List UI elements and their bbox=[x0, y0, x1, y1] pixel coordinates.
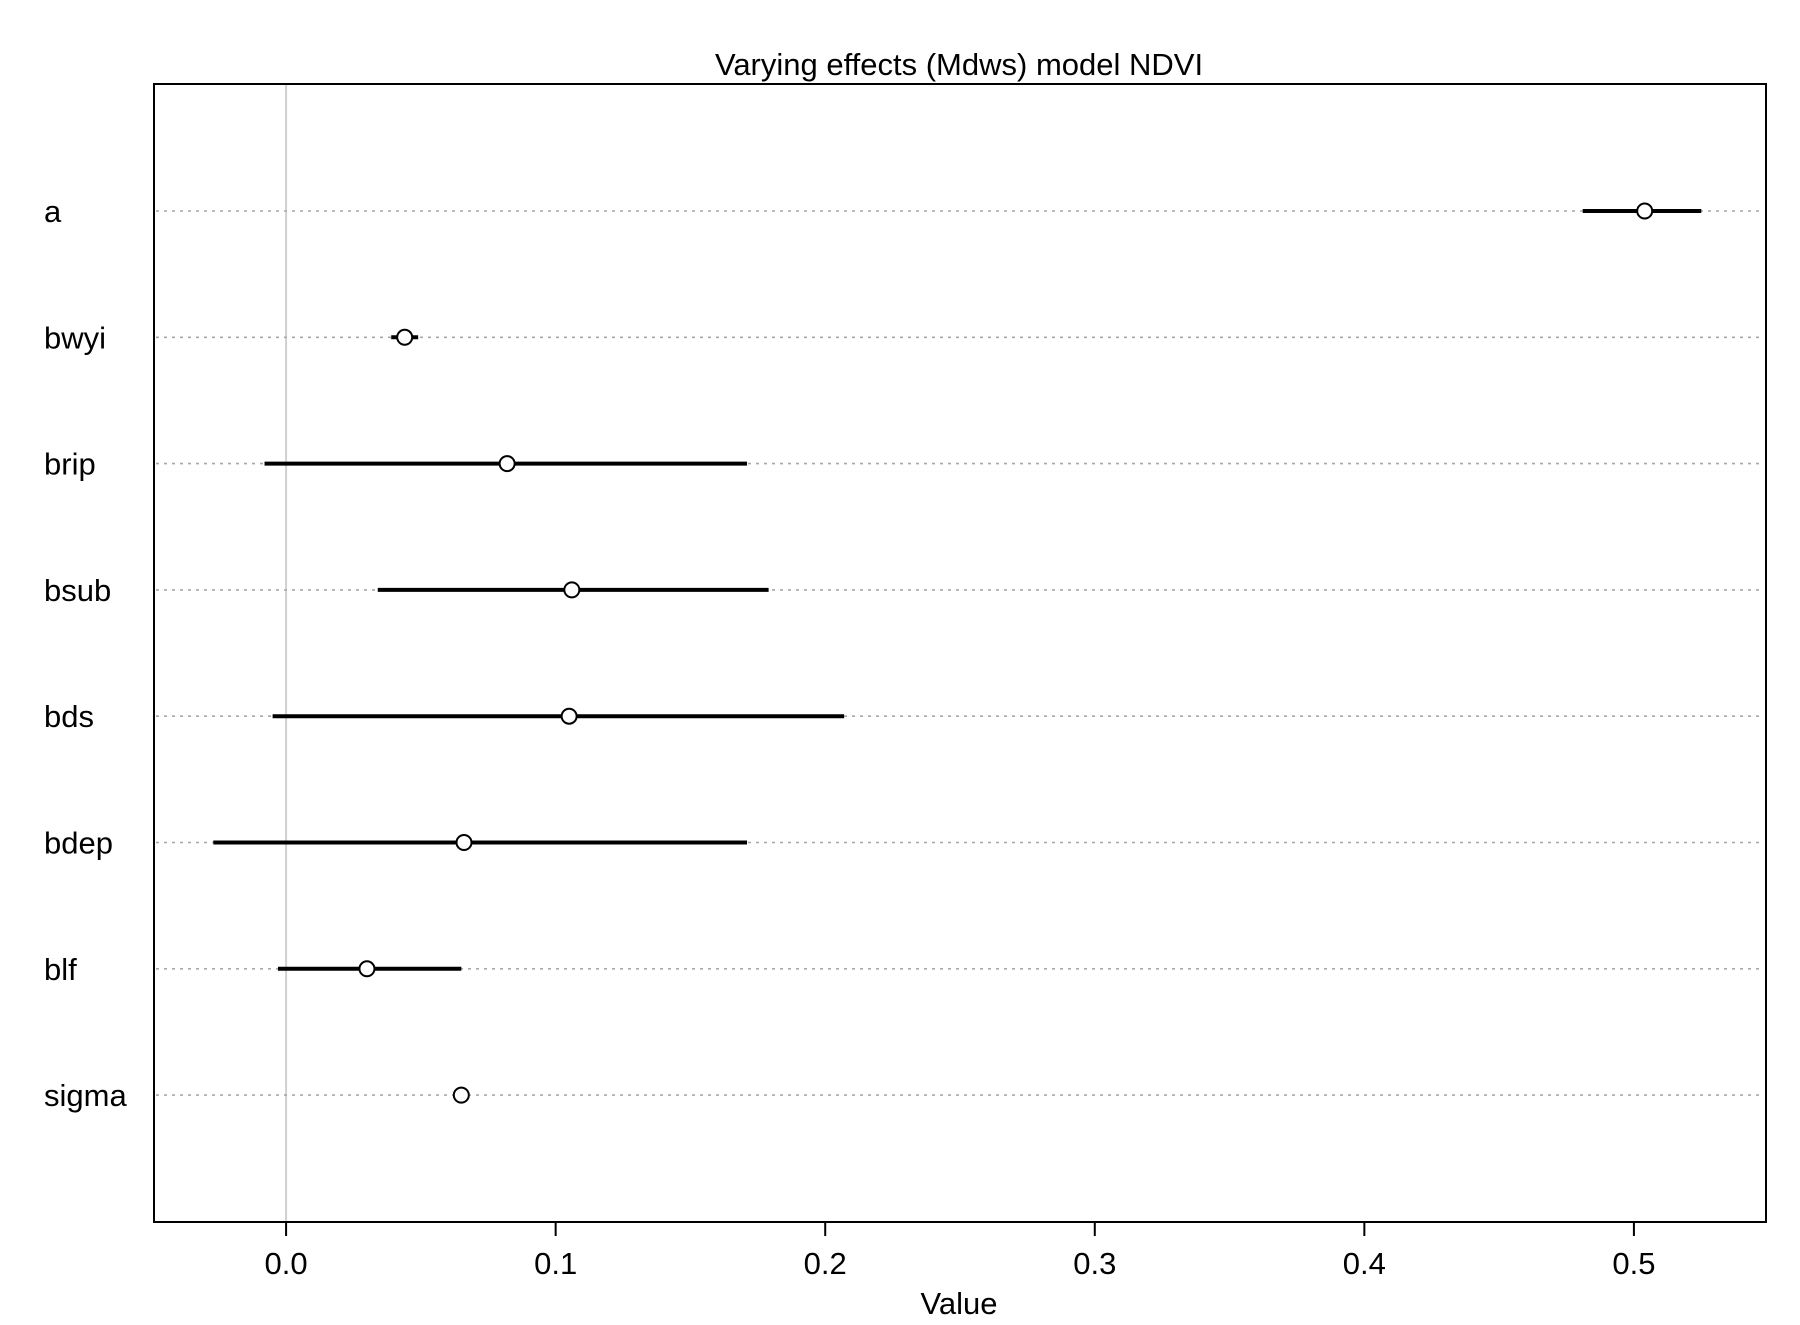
intervals-layer bbox=[213, 209, 1702, 1098]
row-label-bdep: bdep bbox=[44, 826, 113, 861]
row-label-a: a bbox=[44, 194, 62, 229]
row-guides-layer bbox=[156, 210, 1764, 1096]
point-bds bbox=[560, 707, 578, 725]
row-label-bsub: bsub bbox=[44, 573, 111, 608]
row-labels-layer: a bwyi brip bsub bds bdep blf sigma bbox=[44, 194, 127, 1113]
row-label-blf: blf bbox=[44, 952, 77, 987]
point-a bbox=[1636, 202, 1654, 220]
x-tick-label-0: 0.0 bbox=[265, 1246, 308, 1281]
point-blf bbox=[358, 960, 376, 978]
point-brip bbox=[498, 455, 516, 473]
x-axis-label: Value bbox=[921, 1286, 998, 1320]
plot-frame bbox=[153, 83, 1767, 1223]
points-layer bbox=[358, 202, 1654, 1104]
x-tick-label-1: 0.1 bbox=[534, 1246, 577, 1281]
row-label-bds: bds bbox=[44, 699, 94, 734]
row-label-bwyi: bwyi bbox=[44, 320, 106, 355]
point-bsub bbox=[563, 581, 581, 599]
row-label-brip: brip bbox=[44, 447, 96, 482]
point-bwyi bbox=[396, 328, 414, 346]
x-axis: 0.0 0.1 0.2 0.3 0.4 0.5 bbox=[265, 1221, 1655, 1281]
point-sigma bbox=[452, 1086, 470, 1104]
x-tick-label-5: 0.5 bbox=[1612, 1246, 1655, 1281]
x-tick-label-3: 0.3 bbox=[1073, 1246, 1116, 1281]
row-label-sigma: sigma bbox=[44, 1078, 127, 1113]
chart-title: Varying effects (Mdws) model NDVI bbox=[715, 47, 1203, 82]
x-tick-label-4: 0.4 bbox=[1343, 1246, 1386, 1281]
point-bdep bbox=[455, 834, 473, 851]
x-tick-label-2: 0.2 bbox=[804, 1246, 847, 1281]
